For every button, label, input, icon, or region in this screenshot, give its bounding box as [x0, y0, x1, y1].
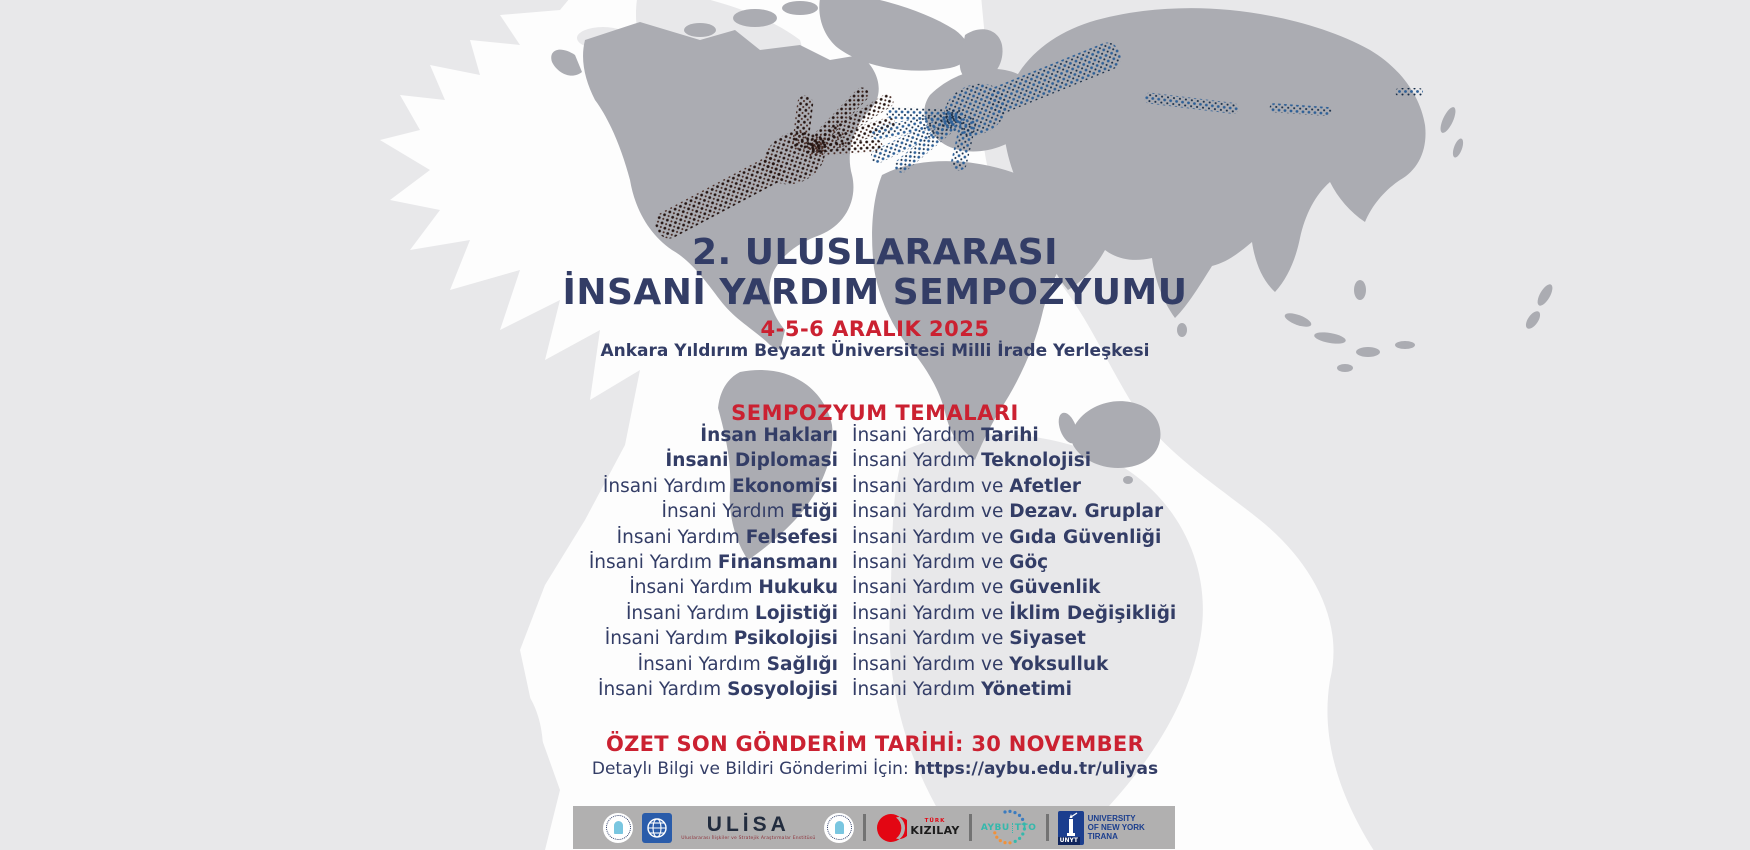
theme-item-left: İnsani Yardım Ekonomisi — [602, 475, 838, 497]
theme-item-right: İnsani Yardım ve Dezav. Gruplar — [852, 501, 1164, 523]
dark-dotted-hand-art — [655, 87, 896, 239]
tto-separator — [1011, 822, 1013, 833]
map-indonesia — [1337, 364, 1353, 372]
map-philippines — [1354, 280, 1366, 300]
theme-item-right: İnsani Yardım ve İklim Değişikliği — [852, 602, 1177, 624]
theme-item-left: İnsani Yardım Sosyolojisi — [598, 679, 838, 701]
unyt-line3: TIRANA — [1087, 832, 1118, 842]
info-url-link[interactable]: https://aybu.edu.tr/uliyas — [914, 759, 1159, 779]
theme-item-left: İnsani Yardım Sağlığı — [637, 653, 838, 675]
event-date: 4-5-6 ARALIK 2025 — [760, 317, 990, 341]
unyt-abbr-label: UNYT — [1057, 836, 1080, 845]
theme-item-right: İnsani Yardım ve Siyaset — [852, 628, 1086, 650]
light-north-america — [0, 0, 640, 850]
unyt-line1: UNIVERSITY — [1087, 813, 1136, 823]
map-indonesia — [1284, 313, 1312, 327]
tto-label: TTO — [1014, 822, 1037, 833]
theme-item-left: İnsani Yardım Lojistiği — [625, 602, 838, 624]
ulisa-globe-icon — [642, 812, 673, 843]
light-south-america — [370, 664, 544, 850]
footer-logo-bar: ULİSA Uluslararası İlişkiler ve Strateji… — [573, 806, 1175, 849]
theme-item-left: İnsani Diplomasi — [665, 450, 838, 472]
map-asia — [1003, 8, 1426, 319]
map-indonesia — [1395, 341, 1415, 349]
unyt-logo: UNYT UNIVERSITY OF NEW YORK TIRANA — [1057, 810, 1145, 845]
map-japan — [1440, 107, 1456, 133]
themes-list: İnsan Hakları İnsani Yardım Tarihi İnsani … — [508, 423, 1242, 702]
tto-dotted-circle-icon — [992, 809, 1026, 844]
footer-divider — [968, 814, 972, 841]
theme-item-right: İnsani Yardım Tarihi — [852, 425, 1039, 446]
theme-item-right: İnsani Yardım ve Afetler — [852, 475, 1082, 497]
theme-item-left: İnsani Yardım Finansmanı — [588, 552, 838, 574]
info-prefix: Detaylı Bilgi ve Bildiri Gönderimi İçin: — [591, 759, 915, 779]
theme-item-right: İnsani Yardım Teknolojisi — [852, 450, 1092, 472]
map-arctic-island — [733, 9, 777, 27]
theme-item-right: İnsani Yardım ve Göç — [852, 552, 1049, 574]
red-crescent-icon — [877, 813, 908, 842]
aybu-university-seal-icon — [824, 812, 855, 843]
map-africa — [872, 161, 1076, 460]
map-new-zealand — [1537, 284, 1553, 306]
tto-aybu-label: AYBU — [980, 822, 1010, 833]
event-venue: Ankara Yıldırım Beyazıt Üniversitesi Mil… — [600, 341, 1150, 361]
unyt-line2: OF NEW YORK — [1087, 822, 1145, 832]
theme-item-right: İnsani Yardım ve Güvenlik — [852, 577, 1101, 599]
theme-item-right: İnsani Yardım Yönetimi — [852, 679, 1072, 701]
statue-of-liberty-icon: UNYT — [1057, 810, 1084, 845]
map-tasmania — [1123, 476, 1133, 484]
footer-divider — [863, 814, 867, 841]
map-japan — [1452, 138, 1464, 158]
map-sri-lanka — [1177, 323, 1187, 337]
blue-dotted-streaks — [1144, 88, 1423, 117]
map-arctic-island — [684, 23, 716, 37]
kizilay-label: KIZILAY — [910, 823, 960, 837]
light-africa — [889, 433, 1203, 845]
blue-dotted-hand-art — [870, 42, 1121, 173]
themes-heading: SEMPOZYUM TEMALARI — [731, 401, 1019, 425]
aybu-tto-logo: AYBU TTO — [981, 808, 1037, 848]
poster-title-line2: İNSANİ YARDIM SEMPOZYUMU — [562, 272, 1188, 313]
map-new-zealand — [1525, 311, 1541, 329]
theme-item-left: İnsani Yardım Psikolojisi — [604, 628, 838, 650]
map-scandinavia — [959, 29, 1003, 83]
map-arctic-island — [782, 1, 818, 15]
theme-item-right: İnsani Yardım ve Yoksulluk — [852, 653, 1109, 675]
ulisa-subtitle: Uluslararası İlişkiler ve Stratejik Araş… — [681, 835, 816, 841]
ulisa-wordmark: ULİSA — [706, 812, 790, 836]
map-indonesia — [1356, 347, 1380, 357]
theme-item-left: İnsani Yardım Felsefesi — [616, 526, 838, 548]
map-south-america — [718, 369, 833, 560]
aybu-university-seal-icon — [603, 812, 634, 843]
map-alaska — [551, 49, 582, 76]
theme-item-left: İnsani Yardım Hukuku — [629, 577, 838, 599]
abstract-deadline: ÖZET SON GÖNDERİM TARİHİ: 30 NOVEMBER — [605, 732, 1145, 756]
turk-kizilay-logo: TÜRK KIZILAY — [875, 812, 959, 844]
map-greenland — [819, 0, 970, 71]
ulisa-logo: ULİSA Uluslararası İlişkiler ve Strateji… — [681, 814, 815, 842]
info-line: Detaylı Bilgi ve Bildiri Gönderimi İçin:… — [0, 759, 1750, 779]
map-indonesia — [1314, 332, 1346, 344]
kizilay-turk-label: TÜRK — [924, 818, 946, 825]
theme-item-left: İnsani Yardım Etiği — [661, 501, 838, 523]
footer-divider — [1045, 814, 1049, 841]
poster-title-line1: 2. ULUSLARARASI — [691, 232, 1059, 273]
theme-item-right: İnsani Yardım ve Gıda Güvenliği — [852, 526, 1162, 548]
theme-item-left: İnsan Hakları — [700, 425, 838, 446]
map-australia — [1071, 401, 1161, 468]
